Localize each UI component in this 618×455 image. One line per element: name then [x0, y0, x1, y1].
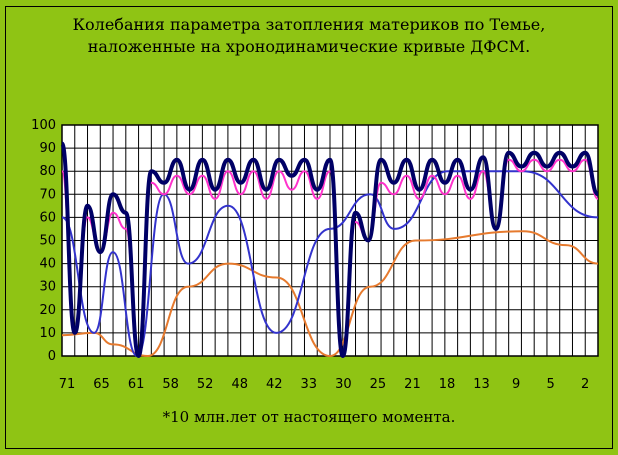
x-tick-label: 25 [370, 377, 387, 392]
x-tick-label: 33 [301, 377, 318, 392]
x-tick-label: 42 [266, 377, 283, 392]
series-line-2 [61, 170, 599, 357]
chart-title: Колебания параметра затопления материков… [0, 14, 618, 58]
x-tick-label: 71 [59, 377, 76, 392]
series-group [60, 141, 600, 358]
y-tick-label: 30 [39, 280, 56, 295]
y-tick-label: 10 [39, 326, 56, 341]
x-tick-label: 21 [404, 377, 421, 392]
x-tick-label: 9 [512, 377, 520, 392]
x-tick-label: 13 [473, 377, 490, 392]
x-tick-label: 48 [231, 377, 248, 392]
chart-title-line1: Колебания параметра затопления материков… [72, 15, 546, 34]
x-axis-ticks: 71 65 61 58 52 48 42 33 30 25 21 18 13 9 5 2 [59, 377, 590, 392]
y-tick-label: 70 [39, 187, 56, 202]
x-tick-label: 5 [546, 377, 554, 392]
y-tick-label: 100 [31, 118, 56, 133]
y-tick-label: 90 [39, 141, 56, 156]
series-line-0 [60, 141, 600, 358]
y-tick-label: 40 [39, 257, 56, 272]
y-tick-label: 20 [39, 303, 56, 318]
chart-title-line2: наложенные на хронодинамические кривые Д… [87, 37, 531, 56]
y-tick-label: 60 [39, 210, 56, 225]
y-tick-label: 80 [39, 164, 56, 179]
x-tick-label: 52 [197, 377, 214, 392]
x-tick-label: 18 [439, 377, 456, 392]
x-axis-label: *10 млн.лет от настоящего момента. [162, 408, 456, 426]
x-tick-label: 61 [128, 377, 145, 392]
x-tick-label: 30 [335, 377, 352, 392]
x-tick-label: 2 [581, 377, 589, 392]
y-tick-label: 0 [48, 349, 56, 364]
series-line-3 [61, 230, 599, 357]
y-tick-label: 50 [39, 234, 56, 249]
x-tick-label: 65 [93, 377, 110, 392]
y-axis-ticks: 0 10 20 30 40 50 60 70 80 90 100 [31, 118, 56, 364]
x-tick-label: 58 [162, 377, 179, 392]
